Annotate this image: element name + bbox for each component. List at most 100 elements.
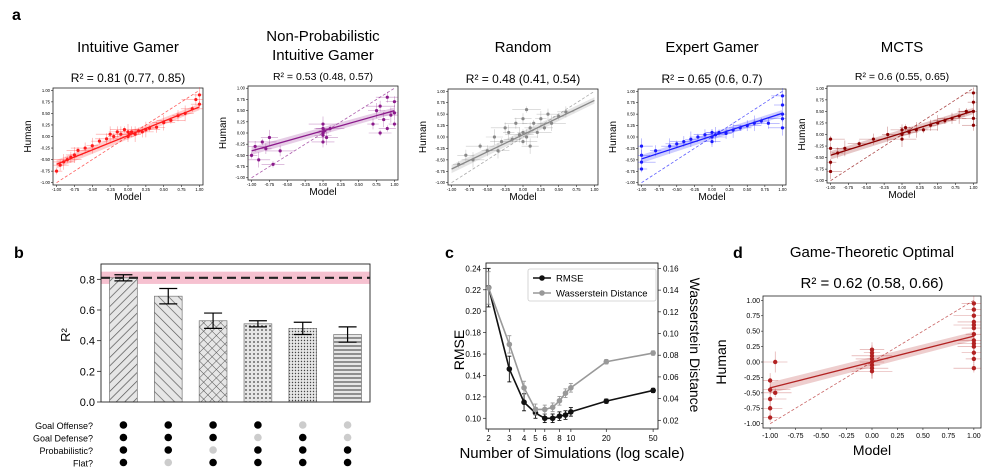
- x-tick-label: 0.00: [898, 185, 907, 190]
- series-line: [487, 287, 654, 420]
- data-point: [828, 137, 833, 141]
- data-point: [76, 148, 80, 152]
- indicator-dot: [209, 446, 217, 454]
- data-point: [478, 144, 482, 148]
- data-point: [385, 126, 389, 131]
- chart-title-line: Intuitive Gamer: [272, 47, 374, 64]
- data-point: [971, 365, 977, 371]
- y-tick-label: 0.25: [746, 344, 760, 351]
- x-tick-label: 0.50: [160, 187, 169, 192]
- data-point: [710, 130, 714, 135]
- y-tick-label: 0.8: [80, 274, 95, 286]
- y-tick-label: -0.25: [235, 142, 245, 147]
- data-point: [517, 133, 522, 137]
- data-point: [971, 100, 976, 104]
- data-point: [144, 127, 148, 132]
- data-point: [62, 160, 66, 164]
- data-point: [971, 356, 977, 362]
- data-point: [104, 137, 109, 141]
- y-tick-label: -0.25: [625, 146, 635, 151]
- y-axis-label: Human: [23, 120, 34, 152]
- data-point: [169, 118, 173, 122]
- chart-title: MCTS: [881, 39, 924, 56]
- data-point: [921, 128, 926, 132]
- data-point: [943, 119, 947, 123]
- indicator-dot: [164, 458, 173, 467]
- series-point: [568, 384, 574, 391]
- data-point: [696, 135, 700, 139]
- data-point: [528, 144, 532, 148]
- y-tick-label: 0.25: [237, 119, 246, 124]
- data-point: [122, 127, 127, 132]
- indicator-dot: [254, 446, 262, 454]
- series-point: [562, 390, 569, 396]
- x-tick-label: -1.00: [247, 182, 257, 187]
- x-tick-label: 0.75: [761, 187, 770, 192]
- y-tick-label: 0.00: [42, 134, 51, 139]
- y-tick-label: -1.00: [625, 180, 635, 185]
- x-tick-label: 0.25: [142, 187, 151, 192]
- y-tick-label: -0.75: [744, 406, 760, 413]
- data-point: [564, 110, 568, 114]
- r2-annotation: R² = 0.62 (0.58, 0.66): [801, 275, 944, 292]
- y-tick-label: 0.50: [42, 111, 51, 116]
- series-point: [506, 341, 513, 348]
- x-tick-label: 0.75: [572, 187, 581, 192]
- data-point: [639, 160, 644, 164]
- data-point: [194, 97, 198, 102]
- x-tick-label: -1.00: [762, 433, 778, 440]
- x-axis-label: Model: [698, 192, 725, 203]
- data-point: [510, 137, 514, 141]
- data-point: [971, 341, 977, 346]
- identity-line: [641, 90, 783, 184]
- data-point: [503, 126, 507, 130]
- row-label: Probabilistic?: [39, 446, 93, 456]
- y-right-tick-label: 0.08: [663, 351, 679, 360]
- data-point: [639, 167, 644, 171]
- data-point: [271, 162, 275, 166]
- panel-a-scatter-row: Intuitive Gamer R² = 0.81 (0.77, 0.85) -1.…: [23, 28, 978, 203]
- data-point: [129, 130, 134, 134]
- series-point: [521, 384, 527, 391]
- data-point: [971, 123, 976, 127]
- legend-label: Wasserstein Distance: [556, 289, 648, 300]
- data-point: [766, 121, 770, 125]
- y-right-tick-label: 0.04: [663, 395, 679, 404]
- series-point: [603, 398, 610, 404]
- x-tick-label: 10: [566, 434, 575, 443]
- x-tick-label: 0.00: [319, 182, 328, 187]
- y-tick-label: -0.75: [814, 167, 824, 172]
- data-point: [539, 117, 543, 121]
- x-tick-label: 1.00: [590, 187, 599, 192]
- y-tick-label: 0.75: [237, 97, 246, 102]
- data-point: [546, 112, 550, 116]
- y-axis-label: Human: [218, 117, 229, 149]
- data-point: [971, 313, 977, 318]
- data-point: [126, 134, 130, 139]
- data-point: [836, 151, 840, 155]
- data-point: [328, 126, 332, 131]
- r2-annotation: R² = 0.53 (0.48, 0.57): [273, 71, 373, 83]
- x-tick-label: 50: [649, 434, 658, 443]
- data-point: [971, 325, 977, 331]
- data-point: [668, 144, 672, 148]
- y-axis-label: Human: [608, 121, 619, 153]
- identity-line: [451, 90, 595, 184]
- data-point: [759, 119, 763, 123]
- y-right-tick-label: 0.02: [663, 416, 679, 425]
- x-tick-label: -0.50: [813, 433, 829, 440]
- data-point: [907, 130, 911, 134]
- data-point: [767, 396, 773, 402]
- data-point: [267, 135, 272, 140]
- data-point: [197, 93, 202, 97]
- indicator-dot: [298, 433, 307, 442]
- y-tick-label: 0.75: [816, 97, 825, 102]
- indicator-dot: [209, 458, 217, 467]
- x-tick-label: 8: [557, 434, 562, 443]
- data-point: [886, 132, 890, 137]
- x-tick-label: 1.00: [195, 187, 204, 192]
- row-label: Goal Offense?: [35, 421, 93, 431]
- data-point: [971, 91, 976, 95]
- data-point: [190, 107, 194, 111]
